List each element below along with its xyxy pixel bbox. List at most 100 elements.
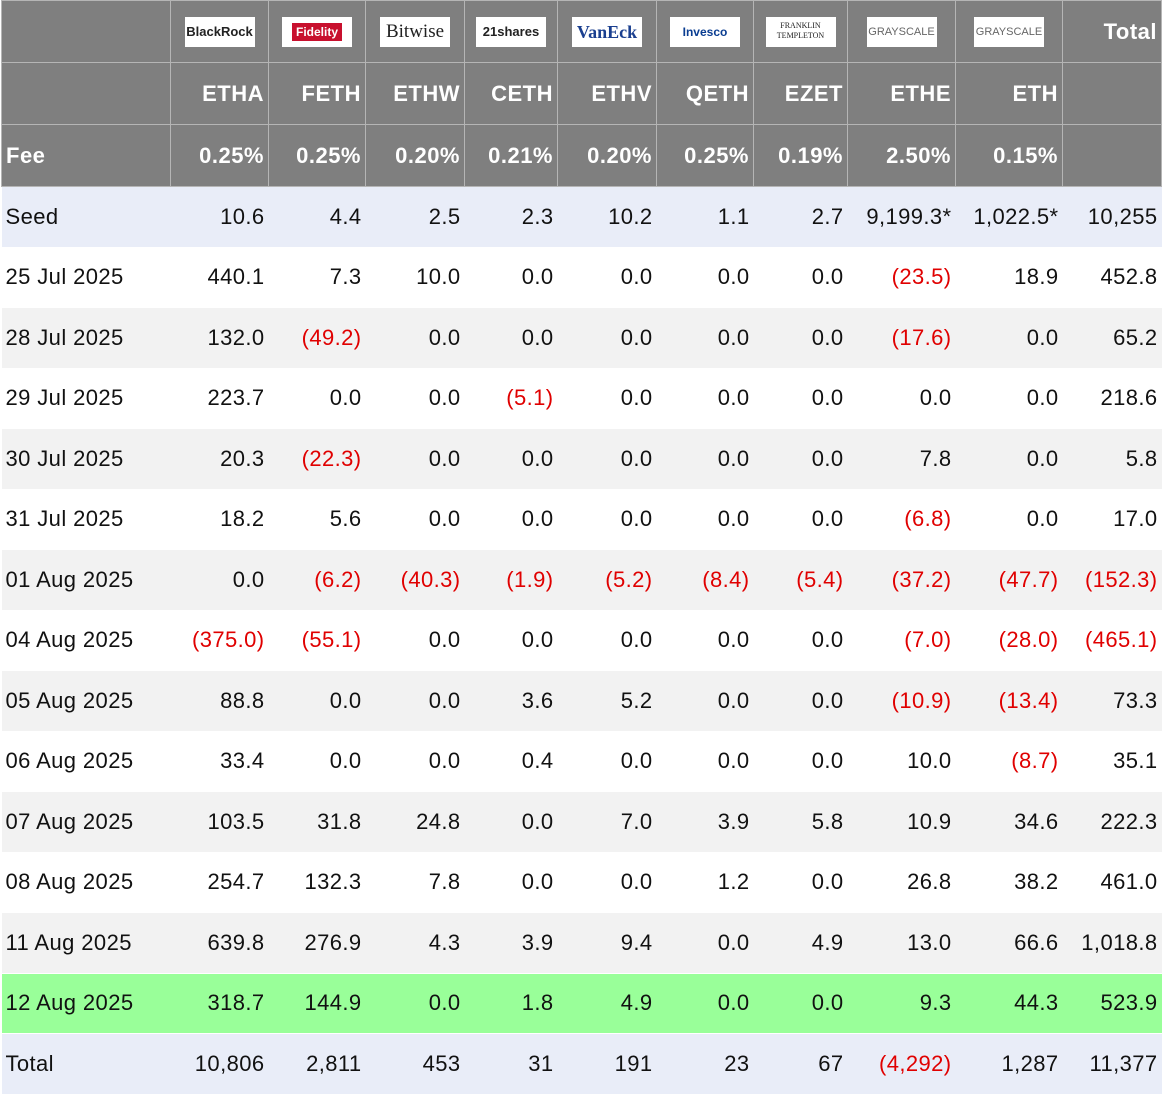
flow-value: 1.8 — [464, 973, 558, 1034]
flow-value: 0.0 — [365, 670, 465, 732]
ticker: EZET — [753, 62, 848, 125]
flow-value: 0.0 — [753, 247, 848, 308]
row-label: 01 Aug 2025 — [1, 549, 171, 611]
flow-value: 132.0 — [170, 307, 269, 369]
flow-value: 1.1 — [656, 186, 754, 248]
flow-value: 0.0 — [955, 489, 1063, 550]
flow-value: (47.7) — [955, 549, 1063, 611]
flow-value: (49.2) — [268, 307, 366, 369]
flow-value: (10.9) — [847, 670, 956, 732]
flow-value: (6.2) — [268, 549, 366, 611]
flow-value: 0.0 — [365, 428, 465, 490]
flow-value: 0.0 — [753, 852, 848, 913]
flow-value: 0.0 — [268, 670, 366, 732]
fee: 0.25% — [170, 124, 269, 187]
flow-value: 2.5 — [365, 186, 465, 248]
flow-value: 0.0 — [955, 428, 1063, 490]
ticker: ETHA — [170, 62, 269, 125]
row-label: Total — [1, 1033, 171, 1094]
flow-value: (37.2) — [847, 549, 956, 611]
table-row: Total 10,806 2,811 453 31 191 23 67 (4,292) 1,287… — [1, 1033, 1162, 1094]
flow-value: 10.2 — [557, 186, 657, 248]
row-label: 29 Jul 2025 — [1, 368, 171, 429]
flow-value: (152.3) — [1062, 549, 1162, 611]
flow-value: 1,018.8 — [1062, 912, 1162, 974]
flow-value: 144.9 — [268, 973, 366, 1034]
flow-value: 0.0 — [365, 973, 465, 1034]
flow-value: 0.0 — [753, 307, 848, 369]
row-label: 07 Aug 2025 — [1, 791, 171, 853]
flow-value: 18.9 — [955, 247, 1063, 308]
flow-value: 26.8 — [847, 852, 956, 913]
flow-value: (465.1) — [1062, 610, 1162, 671]
flow-value: (8.4) — [656, 549, 754, 611]
flow-value: 88.8 — [170, 670, 269, 732]
logo-cell: Fidelity — [268, 0, 366, 63]
flow-value: 7.8 — [847, 428, 956, 490]
flow-value: 0.0 — [656, 670, 754, 732]
flow-value: 10.9 — [847, 791, 956, 853]
flow-value: (5.2) — [557, 549, 657, 611]
flow-value: 0.0 — [656, 973, 754, 1034]
logo-text: Fidelity — [291, 22, 342, 41]
flow-value: 0.0 — [656, 428, 754, 490]
flow-value: 73.3 — [1062, 670, 1162, 732]
table-row: 06 Aug 2025 33.4 0.0 0.0 0.4 0.0 0.0 0.0 10.0 (8.… — [1, 731, 1162, 792]
flow-value: 0.0 — [753, 973, 848, 1034]
flow-value: (4,292) — [847, 1033, 956, 1094]
flow-value: 0.0 — [847, 368, 956, 429]
flow-value: 0.0 — [753, 428, 848, 490]
flow-value: (22.3) — [268, 428, 366, 490]
flow-value: 0.0 — [464, 852, 558, 913]
table-row: 30 Jul 2025 20.3 (22.3) 0.0 0.0 0.0 0.0 0.0 7.8 0… — [1, 428, 1162, 490]
table-row: 25 Jul 2025 440.1 7.3 10.0 0.0 0.0 0.0 0.0 (23.5… — [1, 247, 1162, 308]
flow-value: 0.0 — [557, 852, 657, 913]
fee: 0.15% — [955, 124, 1063, 187]
flow-value: 10,255 — [1062, 186, 1162, 248]
flow-value: 10.6 — [170, 186, 269, 248]
flow-value: (28.0) — [955, 610, 1063, 671]
flow-value: 33.4 — [170, 731, 269, 792]
flow-value: (17.6) — [847, 307, 956, 369]
row-label: 06 Aug 2025 — [1, 731, 171, 792]
logo-cell: GRAYSCALE — [847, 0, 956, 63]
fee: 0.25% — [656, 124, 754, 187]
flow-value: 5.8 — [753, 791, 848, 853]
header-blank — [1, 62, 171, 125]
fund-logo: 21shares — [476, 16, 546, 47]
flow-value: 318.7 — [170, 973, 269, 1034]
flow-value: 0.0 — [557, 307, 657, 369]
flow-value: 103.5 — [170, 791, 269, 853]
flow-value: 0.0 — [464, 489, 558, 550]
ticker: FETH — [268, 62, 366, 125]
row-label: 31 Jul 2025 — [1, 489, 171, 550]
flow-value: 0.0 — [557, 489, 657, 550]
fund-logo: GRAYSCALE — [866, 16, 937, 47]
table-row: 12 Aug 2025 318.7 144.9 0.0 1.8 4.9 0.0 0.0 9.3 4… — [1, 973, 1162, 1034]
header-blank — [1062, 62, 1162, 125]
flow-value: 0.0 — [464, 791, 558, 853]
flow-value: 523.9 — [1062, 973, 1162, 1034]
flow-value: 35.1 — [1062, 731, 1162, 792]
flow-value: 191 — [557, 1033, 657, 1094]
flow-value: 0.0 — [365, 307, 465, 369]
flow-value: (8.7) — [955, 731, 1063, 792]
flow-value: (55.1) — [268, 610, 366, 671]
flow-value: 11,377 — [1062, 1033, 1162, 1094]
flow-value: 31 — [464, 1033, 558, 1094]
table-row: Seed 10.6 4.4 2.5 2.3 10.2 1.1 2.7 9,199.3* 1,022… — [1, 186, 1162, 248]
row-label: 04 Aug 2025 — [1, 610, 171, 671]
flow-value: 9,199.3* — [847, 186, 956, 248]
flow-value: 3.6 — [464, 670, 558, 732]
flow-value: 67 — [753, 1033, 848, 1094]
table-body: Seed 10.6 4.4 2.5 2.3 10.2 1.1 2.7 9,199.3* 1,022… — [1, 186, 1162, 1094]
fee: 0.25% — [268, 124, 366, 187]
flow-value: 461.0 — [1062, 852, 1162, 913]
flow-value: 0.0 — [753, 610, 848, 671]
flow-value: (13.4) — [955, 670, 1063, 732]
flow-value: 66.6 — [955, 912, 1063, 974]
fee: 0.20% — [557, 124, 657, 187]
flow-value: 0.0 — [656, 610, 754, 671]
